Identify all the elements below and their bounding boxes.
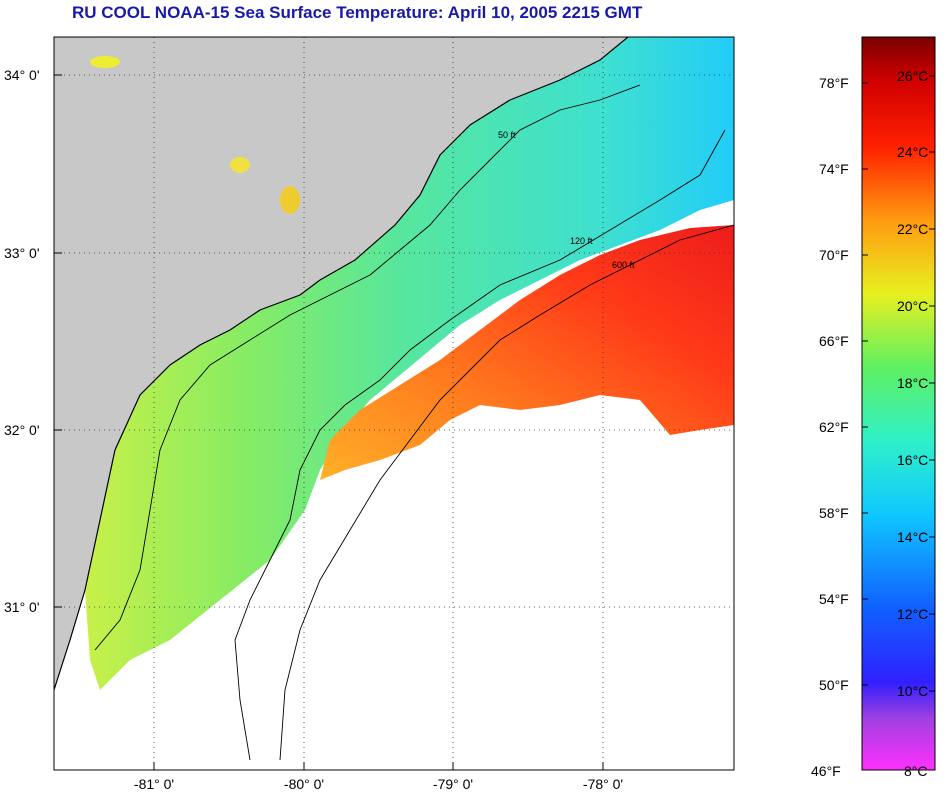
colorbar-c-label: 8°C	[904, 763, 928, 779]
colorbar-c-label: 22°C	[897, 221, 928, 237]
isobath-600ft	[279, 224, 734, 761]
colorbar-c-label: 26°C	[897, 68, 928, 84]
lat-axis: 34° 0' 33° 0' 32° 0' 31° 0'	[4, 67, 62, 615]
contour-label-120ft: 120 ft	[570, 236, 593, 246]
colorbar-f-label: 66°F	[819, 333, 849, 349]
colorbar-c-label: 16°C	[897, 452, 928, 468]
colorbar-f-label: 78°F	[819, 75, 849, 91]
lat-gridlines	[54, 74, 734, 608]
colorbar-c-label: 12°C	[897, 606, 928, 622]
land-mass	[54, 37, 628, 690]
lon-axis: -81° 0' -80° 0' -79° 0' -78° 0'	[134, 762, 623, 792]
map-title: RU COOL NOAA-15 Sea Surface Temperature:…	[72, 3, 643, 22]
coastline	[54, 37, 629, 691]
colorbar-c-label: 14°C	[897, 529, 928, 545]
island-patch	[90, 56, 120, 68]
colorbar-c-label: 24°C	[897, 144, 928, 160]
colorbar-f-label: 58°F	[819, 505, 849, 521]
colorbar-f-label: 54°F	[819, 591, 849, 607]
colorbar-c-label: 10°C	[897, 683, 928, 699]
sea-surface-cool	[85, 37, 734, 690]
colorbar-f-label: 50°F	[819, 677, 849, 693]
colorbar-f-label: 46°F	[811, 763, 841, 779]
lat-tick-label: 32° 0'	[4, 422, 40, 438]
colorbar-f-label: 70°F	[819, 247, 849, 263]
colorbar: 78°F 74°F 70°F 66°F 62°F 58°F 54°F 50°F …	[811, 36, 936, 779]
colorbar-f-label: 74°F	[819, 161, 849, 177]
lat-tick-label: 33° 0'	[4, 245, 40, 261]
lat-tick-label: 34° 0'	[4, 67, 40, 83]
sea-surface-warm	[320, 225, 734, 480]
contour-label-600ft: 600 ft	[612, 260, 635, 270]
map-frame	[53, 36, 735, 771]
lon-tick-label: -81° 0'	[134, 776, 174, 792]
map-plot-area: 50 ft 120 ft 600 ft	[54, 37, 734, 770]
lat-tick-label: 31° 0'	[4, 599, 40, 615]
isobath-120ft	[234, 129, 726, 761]
colorbar-gradient	[861, 36, 936, 771]
colorbar-c-label: 20°C	[897, 298, 928, 314]
colorbar-c-label: 18°C	[897, 375, 928, 391]
island-patch	[230, 157, 250, 173]
isobath-50ft	[94, 84, 641, 651]
lon-tick-label: -80° 0'	[284, 776, 324, 792]
lon-gridlines	[153, 37, 604, 770]
colorbar-f-label: 62°F	[819, 419, 849, 435]
lon-tick-label: -79° 0'	[433, 776, 473, 792]
island-patch	[280, 186, 300, 214]
contour-label-50ft: 50 ft	[498, 130, 516, 140]
lon-tick-label: -78° 0'	[583, 776, 623, 792]
